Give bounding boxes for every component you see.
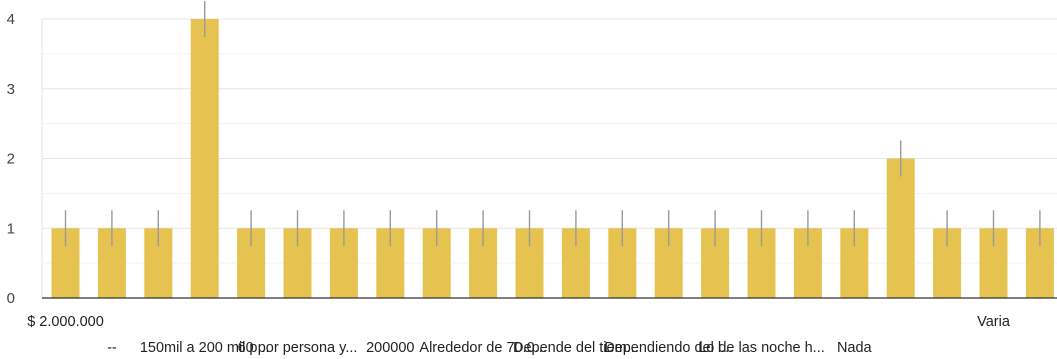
x-tick-label: $ 2.000.000 xyxy=(27,314,104,330)
y-tick-label: 0 xyxy=(7,290,15,307)
x-tick-label: Alrededor de 70.0... xyxy=(419,340,546,356)
x-tick-label: 200000 xyxy=(366,340,414,356)
y-axis-ticks: 0 1 2 3 4 xyxy=(7,11,15,307)
x-tick-label: Nada xyxy=(837,340,873,356)
x-tick-label: 60 por persona y... xyxy=(238,340,358,356)
bars xyxy=(51,1,1054,298)
x-axis-ticks: $ 2.000.000-- 150mil a 200 mil p...60 por… xyxy=(27,314,1011,356)
bar xyxy=(886,158,915,298)
x-tick-label: Lo de las noche h... xyxy=(698,340,825,356)
x-tick-label: Varia xyxy=(977,314,1011,330)
x-tick-label: 150mil a 200 mil p... xyxy=(140,340,270,356)
x-tick-label: Dependiendo del l... xyxy=(604,340,733,356)
x-tick-label: -- xyxy=(107,340,117,356)
y-tick-label: 1 xyxy=(7,220,15,237)
bar xyxy=(190,19,219,298)
y-tick-label: 2 xyxy=(7,151,15,168)
x-tick-label: Depende del tiem... xyxy=(513,340,639,356)
y-tick-label: 4 xyxy=(7,11,15,28)
y-tick-label: 3 xyxy=(7,81,15,98)
